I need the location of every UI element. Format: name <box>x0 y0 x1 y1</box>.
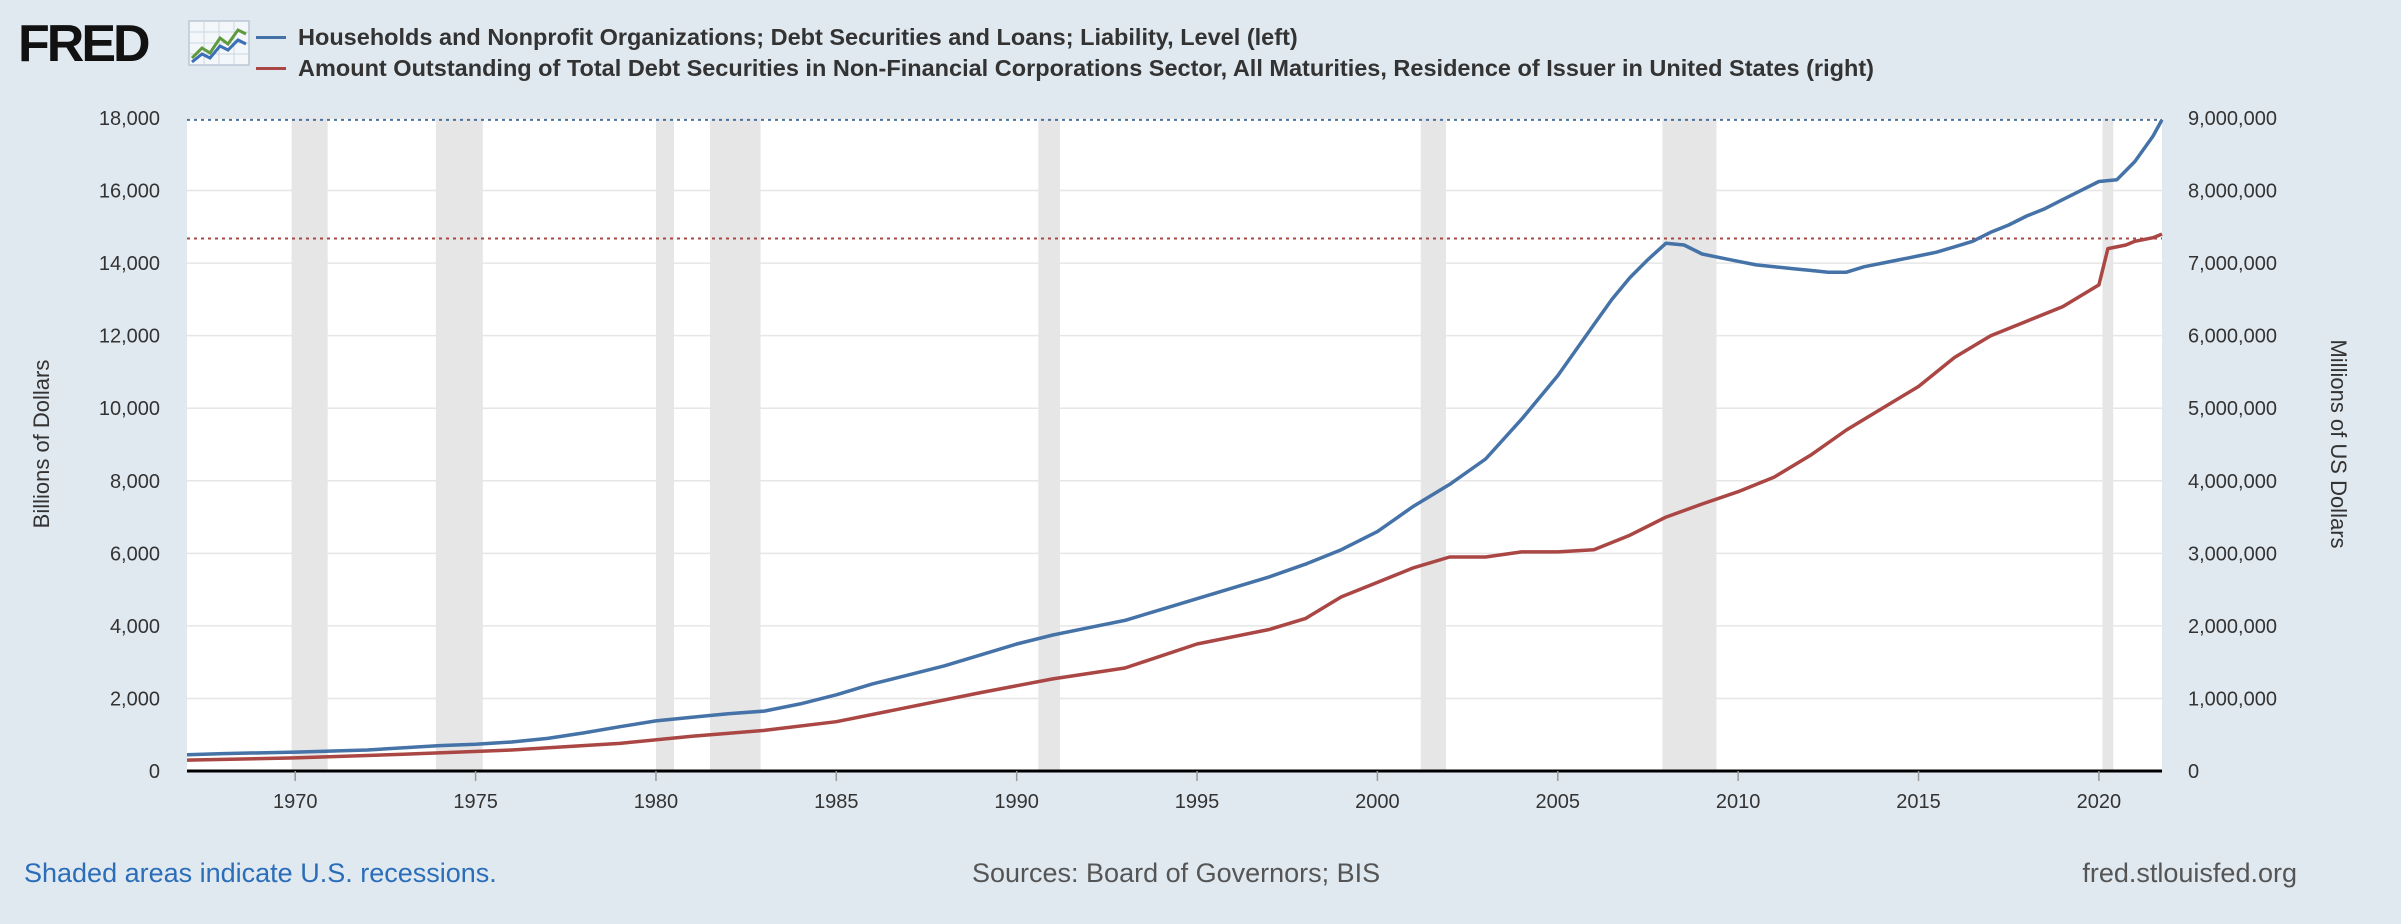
y-axis-right-title: Millions of US Dollars <box>2326 339 2351 548</box>
y-left-tick-label-1: 2,000 <box>110 688 160 710</box>
plot-background <box>187 118 2162 771</box>
x-tick-label-2005: 2005 <box>1536 791 1581 813</box>
y-right-tick-label-3: 3,000,000 <box>2188 543 2277 565</box>
recession-band-2 <box>655 118 674 771</box>
x-tick-label-2015: 2015 <box>1896 791 1941 813</box>
x-tick-label-1985: 1985 <box>814 791 859 813</box>
grid-lines <box>187 117 2162 700</box>
recession-band-7 <box>2102 118 2114 771</box>
y-left-tick-label-2: 4,000 <box>110 616 160 638</box>
series-lines <box>186 118 2164 762</box>
recession-note[interactable]: Shaded areas indicate U.S. recessions. <box>24 858 497 888</box>
y-left-tick-label-6: 12,000 <box>99 326 160 348</box>
legend-item-corporate-debt[interactable]: Amount Outstanding of Total Debt Securit… <box>256 53 1874 84</box>
x-tick-label-1990: 1990 <box>994 791 1039 813</box>
y-right-tick-label-8: 8,000,000 <box>2188 181 2277 203</box>
sources-text: Sources: Board of Governors; BIS <box>972 858 1381 888</box>
x-tick-label-1975: 1975 <box>453 791 498 813</box>
fred-logo-text: FRED <box>18 15 151 73</box>
x-tick-label-1980: 1980 <box>634 791 679 813</box>
y-left-tick-label-5: 10,000 <box>99 398 160 420</box>
y-right-tick-label-9: 9,000,000 <box>2188 108 2277 130</box>
y-right-tick-label-1: 1,000,000 <box>2188 688 2277 710</box>
legend-label-corporate-debt: Amount Outstanding of Total Debt Securit… <box>298 55 1874 81</box>
y-right-tick-label-0: 0 <box>2188 761 2199 783</box>
recession-band-6 <box>1662 118 1717 771</box>
site-link[interactable]: fred.stlouisfed.org <box>2082 858 2297 888</box>
legend-item-households[interactable]: Households and Nonprofit Organizations; … <box>256 22 1874 53</box>
legend-swatch-households <box>256 36 286 39</box>
recession-band-3 <box>710 118 761 771</box>
recession-band-1 <box>435 118 483 771</box>
y-right-tick-label-2: 2,000,000 <box>2188 616 2277 638</box>
y-axis-left-ticks: 0 2,000 4,000 6,000 8,000 10,000 12,000 14,000 1… <box>99 108 160 783</box>
x-tick-label-2020: 2020 <box>2077 791 2122 813</box>
y-right-tick-label-5: 5,000,000 <box>2188 398 2277 420</box>
y-left-tick-label-3: 6,000 <box>110 543 160 565</box>
x-tick-label-1970: 1970 <box>273 791 318 813</box>
y-left-tick-label-0: 0 <box>149 761 160 783</box>
y-left-tick-label-9: 18,000 <box>99 108 160 130</box>
recession-band-5 <box>1420 118 1446 771</box>
recession-band-0 <box>291 118 328 771</box>
series-line-corporate-debt[interactable] <box>186 232 2163 762</box>
y-axis-left-title: Billions of Dollars <box>29 360 54 529</box>
y-axis-right-ticks: 0 1,000,000 2,000,000 3,000,000 4,000,000 5,0… <box>2188 108 2277 783</box>
y-right-tick-label-7: 7,000,000 <box>2188 253 2277 275</box>
reference-lines <box>187 118 2162 240</box>
y-left-tick-label-4: 8,000 <box>110 471 160 493</box>
series-line-households[interactable] <box>186 118 2164 757</box>
legend-label-households: Households and Nonprofit Organizations; … <box>298 24 1298 50</box>
recession-band-4 <box>1038 118 1060 771</box>
legend: Households and Nonprofit Organizations; … <box>256 22 1874 84</box>
y-right-tick-label-4: 4,000,000 <box>2188 471 2277 493</box>
x-axis-ticks: 1970 1975 1980 1985 1990 1995 2000 2005 2010 2015… <box>273 771 2121 813</box>
legend-swatch-corporate-debt <box>256 67 286 70</box>
fred-logo: FRED <box>18 16 258 72</box>
line-chart-icon <box>188 20 250 66</box>
x-tick-label-2000: 2000 <box>1355 791 1400 813</box>
recession-bands <box>291 118 2114 771</box>
x-tick-label-1995: 1995 <box>1175 791 1220 813</box>
x-tick-label-2010: 2010 <box>1716 791 1761 813</box>
y-left-tick-label-7: 14,000 <box>99 253 160 275</box>
y-left-tick-label-8: 16,000 <box>99 181 160 203</box>
y-right-tick-label-6: 6,000,000 <box>2188 326 2277 348</box>
